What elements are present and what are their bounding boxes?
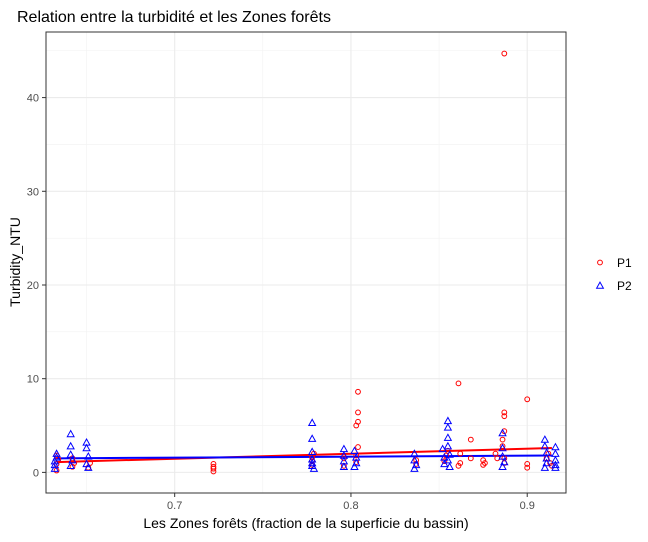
data-point-p1 — [524, 464, 531, 471]
data-point-p1 — [501, 50, 508, 57]
data-point-p1 — [355, 444, 361, 450]
data-point-p1 — [210, 463, 217, 470]
trend-line-p1 — [56, 447, 552, 464]
data-point-p2 — [66, 450, 75, 458]
data-point-p2 — [500, 457, 509, 466]
data-point-p1 — [455, 380, 462, 387]
data-point-p2 — [410, 464, 419, 472]
y-tick-label: 40 — [27, 93, 39, 105]
data-point-p1 — [457, 460, 464, 466]
data-point-p2 — [84, 452, 93, 460]
data-point-p2 — [52, 449, 61, 457]
data-point-p2 — [542, 458, 551, 467]
series-p2-points — [50, 416, 560, 472]
data-point-p2 — [540, 463, 550, 471]
data-point-p2 — [307, 434, 317, 442]
data-point-p1 — [501, 413, 508, 420]
legend-marker-p1 — [597, 259, 603, 266]
data-point-p2 — [84, 463, 93, 471]
data-point-p2 — [307, 458, 317, 467]
data-point-p1 — [355, 409, 361, 416]
chart-title: Relation entre la turbidité et les Zones… — [17, 9, 331, 26]
data-point-p1 — [524, 396, 531, 403]
legend-label-p2: P2 — [617, 279, 632, 293]
data-point-p2 — [540, 441, 550, 450]
y-tick-label: 10 — [27, 374, 39, 386]
data-point-p2 — [339, 462, 349, 470]
data-point-p2 — [551, 463, 560, 471]
data-point-p2 — [440, 459, 449, 468]
data-point-p2 — [82, 443, 91, 452]
legend-item-p2: P2 — [595, 279, 632, 293]
data-point-p1 — [353, 422, 360, 429]
data-point-p2 — [498, 443, 507, 452]
data-point-p2 — [498, 428, 507, 437]
data-point-p2 — [350, 446, 359, 455]
plot-border — [45, 31, 567, 494]
legend-marker-p2 — [595, 281, 605, 289]
x-tick-label: 0.9 — [520, 500, 535, 512]
data-point-p2 — [445, 462, 454, 470]
data-point-p2 — [66, 461, 75, 470]
legend: P1 P2 — [595, 256, 632, 293]
data-point-p1 — [545, 450, 552, 457]
legend-key-p2-icon — [595, 281, 605, 289]
data-point-p2 — [307, 447, 317, 455]
data-point-p2 — [443, 441, 453, 450]
y-tick-label: 30 — [27, 186, 39, 198]
data-point-p1 — [467, 455, 474, 462]
data-point-p2 — [551, 460, 560, 469]
data-point-p1 — [441, 458, 448, 465]
data-point-p2 — [50, 460, 60, 469]
x-tick-label: 0.8 — [343, 500, 358, 512]
legend-key-p1-icon — [597, 259, 603, 266]
data-point-p1 — [210, 461, 217, 467]
data-point-p2 — [350, 462, 359, 470]
y-tick-label: 0 — [33, 467, 39, 479]
data-point-p2 — [410, 455, 419, 464]
data-point-p2 — [542, 453, 551, 462]
data-point-p1 — [482, 460, 488, 466]
data-point-p1 — [467, 436, 474, 443]
data-point-p2 — [66, 429, 75, 438]
x-axis-ticks: 0.7 0.8 0.9 — [167, 493, 535, 512]
data-point-p2 — [68, 455, 77, 464]
data-point-p2 — [443, 455, 453, 464]
data-point-p2 — [498, 452, 507, 460]
data-point-p2 — [445, 450, 454, 458]
x-tick-label: 0.7 — [167, 500, 182, 512]
legend-item-p1: P1 — [597, 256, 632, 270]
data-point-p1 — [457, 450, 464, 457]
y-axis-label: Turbidity_NTU — [7, 217, 23, 307]
y-tick-label: 20 — [27, 280, 39, 292]
data-point-p2 — [498, 462, 507, 470]
data-point-p2 — [50, 464, 60, 472]
data-point-p2 — [307, 418, 317, 426]
plot-panel — [46, 32, 566, 493]
data-point-p1 — [499, 436, 506, 443]
legend-label-p1: P1 — [617, 256, 632, 270]
data-point-p2 — [443, 433, 453, 441]
x-axis-label: Les Zones forêts (fraction de la superfi… — [143, 515, 468, 531]
data-point-p1 — [355, 388, 361, 395]
y-axis-ticks: 0 10 20 30 40 — [27, 93, 46, 479]
data-point-p2 — [551, 455, 560, 464]
data-point-p1 — [501, 409, 508, 416]
data-point-p1 — [524, 461, 531, 467]
grid-layer — [46, 32, 566, 493]
data-point-p2 — [66, 441, 75, 450]
data-point-p2 — [50, 456, 60, 465]
data-point-p2 — [309, 464, 319, 472]
points-layer — [50, 50, 560, 475]
data-point-p2 — [443, 422, 453, 431]
data-point-p2 — [52, 452, 61, 461]
